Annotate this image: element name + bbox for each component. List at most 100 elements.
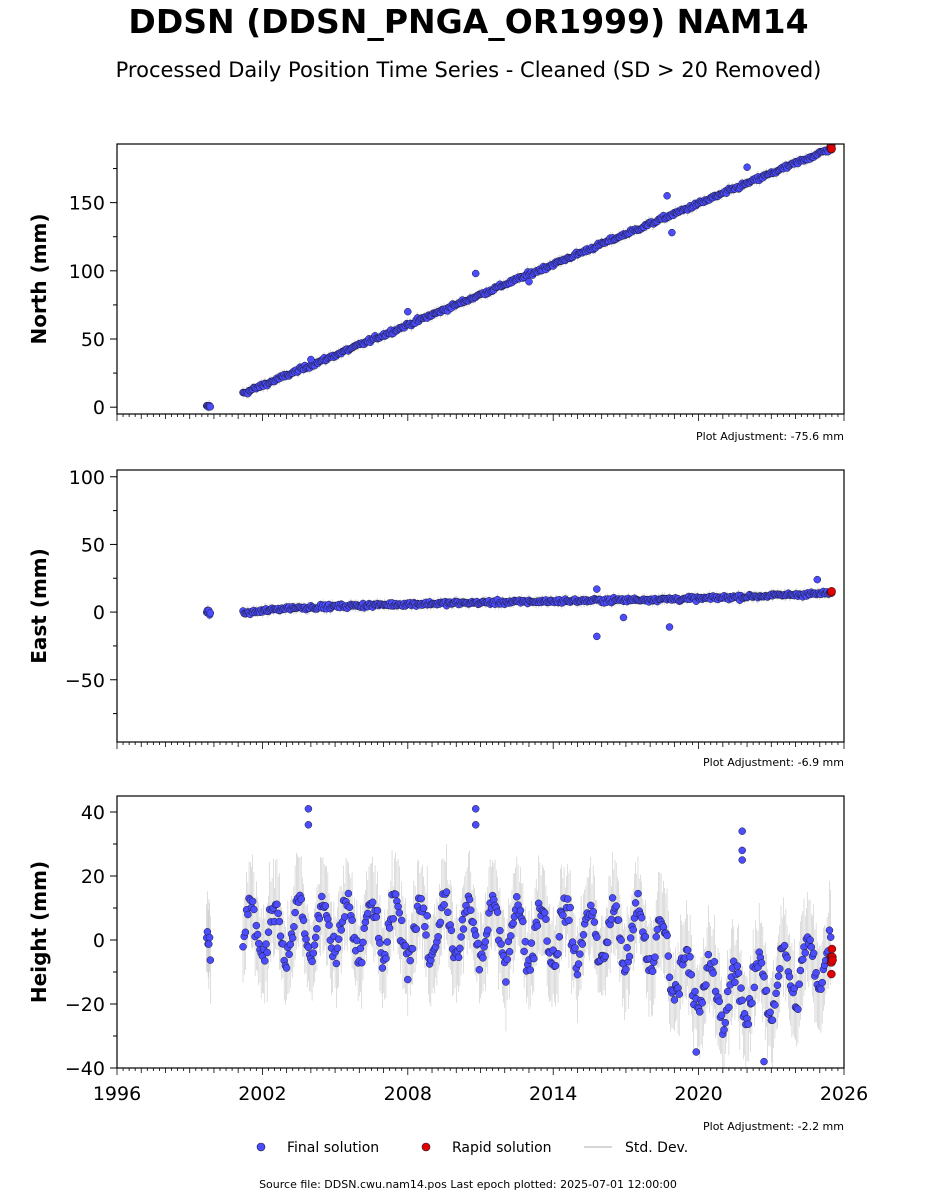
final-solution-point bbox=[447, 926, 456, 935]
final-solution-point bbox=[444, 908, 452, 917]
final-solution-point bbox=[631, 899, 640, 907]
final-solution-point bbox=[297, 895, 305, 903]
final-solution-point bbox=[674, 984, 682, 992]
final-solution-point bbox=[304, 805, 313, 813]
final-solution-point bbox=[715, 997, 723, 1006]
final-solution-point bbox=[796, 966, 805, 975]
final-solution-point bbox=[623, 943, 631, 952]
rapid-solution-point bbox=[828, 955, 837, 965]
final-solution-point bbox=[471, 269, 480, 278]
final-solution-point bbox=[310, 941, 319, 949]
final-solution-point bbox=[239, 943, 247, 951]
final-solution-point bbox=[566, 903, 574, 912]
y-tick-label: 100 bbox=[69, 261, 105, 283]
final-solution-point bbox=[773, 981, 782, 990]
panel-height: 1996 2002 2008 2014 2020 2026 −40 −20 0 20 40 Heigh… bbox=[27, 795, 868, 1133]
final-solution-point bbox=[273, 900, 281, 909]
final-solution-point bbox=[481, 937, 490, 946]
final-solution-point bbox=[608, 894, 617, 902]
final-solution-point bbox=[593, 585, 601, 593]
final-solution-point bbox=[253, 930, 262, 939]
final-solution-point bbox=[442, 888, 451, 896]
final-solution-point bbox=[768, 1016, 777, 1024]
final-solution-point bbox=[373, 906, 382, 915]
final-solution-point bbox=[516, 906, 525, 915]
final-solution-point bbox=[436, 918, 445, 927]
final-solution-point bbox=[794, 1005, 802, 1014]
final-solution-point bbox=[806, 936, 814, 944]
final-solution-point bbox=[801, 949, 809, 957]
final-solution-point bbox=[619, 613, 628, 622]
final-solution-point bbox=[702, 981, 710, 989]
final-solution-point bbox=[743, 163, 751, 171]
final-solution-point bbox=[521, 937, 530, 946]
rapid-solution-point bbox=[827, 144, 836, 153]
final-solution-point bbox=[670, 996, 679, 1004]
final-solution-point bbox=[359, 938, 367, 947]
final-solution-point bbox=[748, 999, 756, 1007]
y-tick-label: 0 bbox=[93, 397, 105, 419]
y-tick-label: 0 bbox=[93, 602, 105, 624]
final-solution-point bbox=[372, 913, 381, 921]
legend-stddev-label: Std. Dev. bbox=[625, 1140, 688, 1156]
final-solution-point bbox=[345, 903, 354, 912]
final-solution-point bbox=[206, 956, 215, 964]
final-solution-point bbox=[385, 924, 394, 932]
final-solution-point bbox=[313, 925, 321, 933]
y-tick-label: 50 bbox=[81, 329, 105, 351]
final-solution-point bbox=[734, 969, 743, 977]
x-tick-label: 2026 bbox=[820, 1083, 868, 1105]
y-axis-label: Height (mm) bbox=[27, 861, 51, 1003]
final-solution-point bbox=[668, 228, 676, 237]
final-solution-point bbox=[578, 940, 587, 948]
final-solution-point bbox=[406, 956, 414, 965]
final-solution-point bbox=[471, 805, 480, 813]
final-solution-point bbox=[813, 575, 822, 584]
final-solution-point bbox=[601, 952, 610, 961]
final-solution-point bbox=[395, 909, 404, 917]
final-solution-point bbox=[571, 944, 579, 952]
final-solution-point bbox=[790, 984, 799, 993]
final-solution-point bbox=[318, 892, 326, 901]
final-solution-point bbox=[710, 957, 719, 966]
final-solution-point bbox=[484, 926, 492, 934]
final-solution-point bbox=[360, 924, 368, 932]
final-solution-point bbox=[543, 937, 551, 945]
final-solution-point bbox=[376, 939, 384, 947]
final-solution-point bbox=[818, 978, 826, 987]
final-solution-point bbox=[530, 954, 538, 963]
final-solution-point bbox=[589, 907, 597, 916]
chart-title: DDSN (DDSN_PNGA_OR1999) NAM14 bbox=[128, 2, 809, 41]
final-solution-point bbox=[248, 897, 257, 906]
final-solution-point bbox=[394, 902, 402, 911]
final-solution-point bbox=[309, 949, 318, 957]
final-solution-point bbox=[252, 921, 261, 930]
final-solution-point bbox=[344, 889, 353, 898]
final-solution-point bbox=[469, 918, 477, 927]
final-solution-point bbox=[311, 933, 320, 942]
x-tick-label: 2014 bbox=[529, 1083, 577, 1105]
final-solution-point bbox=[205, 940, 213, 948]
final-solution-point bbox=[505, 947, 514, 956]
final-solution-point bbox=[593, 632, 601, 641]
final-solution-point bbox=[731, 978, 739, 987]
rapid-solution-point bbox=[827, 587, 836, 596]
y-tick-label: −50 bbox=[65, 670, 105, 692]
final-solution-point bbox=[776, 965, 784, 973]
final-solution-point bbox=[417, 894, 425, 903]
final-solution-point bbox=[408, 944, 417, 953]
x-tick-label: 2008 bbox=[384, 1083, 432, 1105]
final-solution-point bbox=[826, 933, 835, 941]
final-solution-point bbox=[459, 925, 468, 933]
final-solution-point bbox=[785, 972, 794, 981]
y-tick-label: 20 bbox=[81, 866, 105, 888]
final-solution-point bbox=[825, 926, 834, 935]
plot-area-north bbox=[202, 144, 836, 412]
final-solution-point bbox=[513, 893, 521, 901]
legend-rapid-label: Rapid solution bbox=[452, 1140, 552, 1156]
final-solution-point bbox=[737, 984, 745, 992]
final-solution-point bbox=[687, 970, 696, 979]
final-solution-point bbox=[458, 915, 467, 924]
final-solution-point bbox=[573, 970, 582, 979]
final-solution-point bbox=[692, 1048, 700, 1056]
